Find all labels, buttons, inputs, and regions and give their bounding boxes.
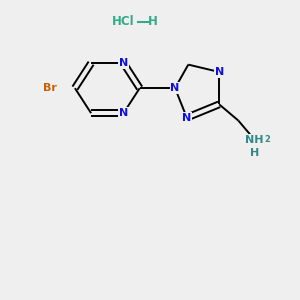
Text: N: N <box>119 108 128 118</box>
Text: H: H <box>250 148 259 158</box>
Text: N: N <box>182 112 191 123</box>
Text: Br: Br <box>43 83 57 93</box>
Text: N: N <box>214 67 224 77</box>
Text: HCl: HCl <box>112 15 135 28</box>
Text: N: N <box>119 58 128 68</box>
Text: 2: 2 <box>265 135 271 144</box>
Text: H: H <box>148 15 158 28</box>
Text: N: N <box>170 83 180 93</box>
Text: NH: NH <box>245 135 264 145</box>
